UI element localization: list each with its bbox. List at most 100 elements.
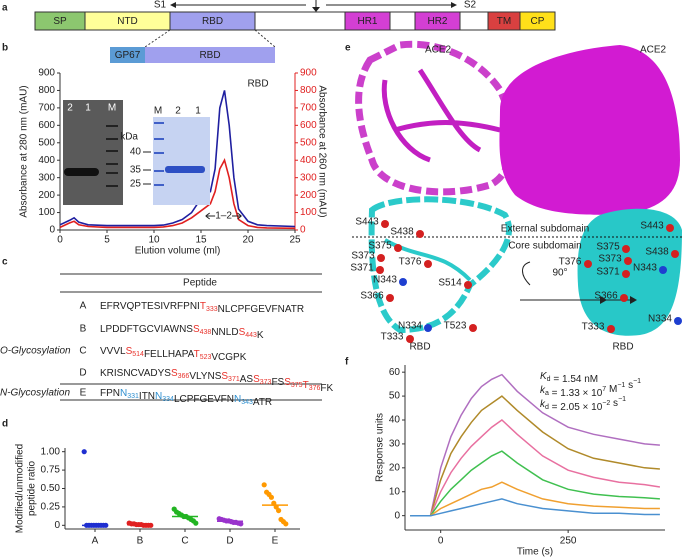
x-axis-label: Time (s)	[517, 547, 553, 557]
peptide: FPNN331ITNN334LCPFGEVFNN343ATR	[100, 388, 272, 408]
y-tick-label: 50	[389, 391, 401, 402]
dotted	[144, 29, 171, 48]
dot	[261, 482, 267, 488]
residue-text: T	[194, 349, 200, 360]
residue-text: T	[200, 301, 206, 312]
y2-tick-label: 200	[300, 190, 317, 201]
residue-number: 366	[178, 373, 190, 380]
x-tick-label: 20	[242, 235, 254, 246]
sensorgram	[410, 450, 660, 517]
kinetic-constant: ka = 1.33 × 107 M−1 s−1	[540, 378, 641, 399]
sensorgram	[410, 498, 660, 517]
constant-part: d	[547, 376, 551, 383]
residue-label: N334	[398, 321, 422, 332]
residue-text: S	[126, 346, 133, 357]
x-tick-label: 0	[57, 235, 63, 246]
residue-text: T	[303, 380, 309, 391]
panel-label: e	[345, 43, 351, 54]
y2-tick-label: 500	[300, 137, 317, 148]
constant-part: = 1.33 × 10	[549, 388, 603, 399]
y-axis-label: Response units	[375, 413, 386, 482]
lane-label: 1	[85, 103, 91, 114]
lane-label: M	[108, 103, 116, 114]
residue-label: N343	[633, 263, 657, 274]
gel-band	[64, 168, 99, 176]
constant-part: = 2.05 × 10	[549, 402, 603, 413]
x-tick-label: 5	[104, 235, 110, 246]
y-tick-label: 0.25	[41, 502, 61, 513]
residue-number: 438	[200, 329, 212, 336]
residue-label: T376	[399, 257, 422, 268]
residue-site	[469, 324, 477, 332]
residue-text: VLYNS	[189, 371, 221, 382]
y-tick-label: 400	[38, 155, 55, 166]
residue-label: T376	[559, 257, 582, 268]
rbd-label: RBD	[409, 342, 430, 353]
peak-arrows	[205, 212, 242, 220]
panel-label: b	[2, 43, 8, 54]
peptide: VVVLS514FELLHAPAT523VCGPK	[100, 346, 247, 363]
y-tick-label: 0.75	[41, 465, 61, 476]
trace	[59, 158, 296, 230]
domain-label: HR1	[357, 16, 377, 27]
residue-label: S438	[645, 247, 669, 258]
annotation: RBD	[247, 79, 268, 90]
marker-band	[106, 163, 118, 165]
marker-band	[154, 138, 164, 140]
arrow-head	[312, 7, 320, 12]
residue-text: FPN	[100, 388, 120, 399]
residue-text: S	[171, 368, 178, 379]
y-tick-label: 0	[49, 225, 55, 236]
rotation-arrow	[522, 261, 531, 286]
residue-site	[416, 230, 424, 238]
dot	[193, 520, 199, 526]
residue-text: S	[284, 377, 291, 388]
residue-number: 331	[127, 393, 139, 400]
panel-label: a	[2, 3, 8, 14]
residue-site	[607, 325, 615, 333]
y2-tick-label: 700	[300, 103, 317, 114]
dot	[81, 449, 87, 455]
peptide: EFRVQPTESIVRFPNIT333NLCPFGEVFNATR	[100, 301, 304, 315]
residue-site	[464, 281, 472, 289]
residue-site	[671, 250, 679, 258]
y2-tick-label: 600	[300, 120, 317, 131]
residue-label: N343	[373, 275, 397, 286]
constant-part: 7	[602, 386, 606, 393]
rotation-label: 90°	[552, 268, 567, 279]
marker-band	[106, 185, 118, 187]
dot	[283, 521, 289, 527]
y-tick-label: 20	[389, 462, 401, 473]
marker-band	[154, 152, 164, 154]
residue-number: 375	[291, 382, 303, 389]
y-tick-label: 60	[389, 367, 401, 378]
residue-site	[424, 260, 432, 268]
residue-number: 373	[260, 379, 272, 386]
constant-part: s	[610, 398, 618, 409]
constant-part: −1	[633, 378, 641, 385]
lane-label: 1	[195, 106, 201, 117]
residue-text: NLCPFGEVFNATR	[218, 304, 305, 315]
subdomain-label: External subdomain	[501, 224, 589, 235]
residue-label: T333	[582, 322, 605, 333]
residue-site	[376, 266, 384, 274]
residue-text: N	[234, 394, 241, 405]
residue-site	[377, 254, 385, 262]
y2-tick-label: 100	[300, 207, 317, 218]
y-tick-label: 100	[38, 207, 55, 218]
peak-label: 1–2	[215, 211, 232, 222]
row-id: B	[80, 324, 87, 335]
residue-label: S371	[350, 263, 374, 274]
residue-label: S375	[596, 242, 620, 253]
residue-site	[659, 266, 667, 274]
residue-label: S373	[598, 254, 622, 265]
constant-part: a	[545, 390, 549, 397]
constant-part: K	[540, 371, 548, 382]
residue-text: K	[257, 330, 264, 341]
constant-part: d	[545, 404, 549, 411]
y-tick-label: 0.50	[41, 483, 61, 494]
residue-text: N	[120, 388, 127, 399]
residue-label: S371	[596, 267, 620, 278]
y-tick-label: 500	[38, 137, 55, 148]
marker-band	[106, 150, 118, 152]
